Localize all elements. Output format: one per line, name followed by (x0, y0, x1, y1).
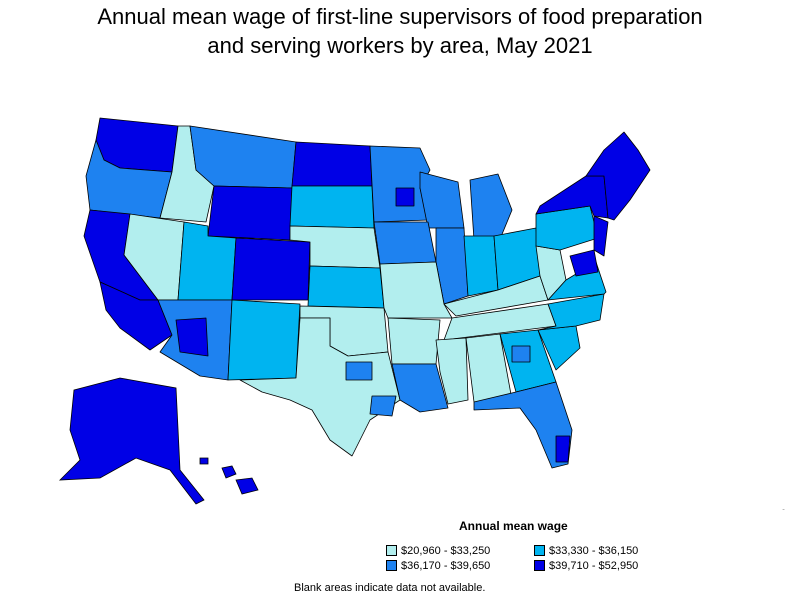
region-wisconsin (419, 171, 465, 229)
legend-label-3: $36,170 - $39,650 (401, 560, 491, 572)
region-mississippi (435, 337, 469, 405)
title-line-1: Annual mean wage of first-line superviso… (97, 4, 703, 29)
region-indiana (463, 235, 499, 297)
region-new-england (585, 131, 651, 221)
region-florida (473, 381, 573, 469)
region-hawaii (199, 457, 259, 495)
legend-swatch-4 (534, 559, 545, 571)
legend-title: Annual mean wage (459, 519, 568, 533)
legend-item-2: $33,330 - $36,150 (534, 544, 639, 558)
region-illinois (435, 227, 469, 305)
region-new-mexico (227, 299, 301, 381)
region-south-dakota (289, 185, 375, 229)
region-louisiana (391, 363, 449, 413)
region-dc-metro (569, 249, 599, 277)
legend-item-3: $36,170 - $39,650 (386, 559, 491, 573)
region-texas (239, 317, 401, 457)
region-texas-dallas (345, 361, 373, 381)
region-colorado (231, 237, 311, 301)
legend-label-4: $39,710 - $52,950 (549, 560, 639, 572)
legend-swatch-2 (534, 544, 545, 556)
legend-swatch-1 (386, 544, 397, 556)
region-montana (189, 125, 297, 189)
region-phoenix (175, 317, 209, 357)
legend-item-1: $20,960 - $33,250 (386, 544, 491, 558)
region-atlanta (511, 345, 531, 363)
us-wage-map (58, 117, 785, 510)
region-iowa (373, 221, 437, 265)
legend-label-1: $20,960 - $33,250 (401, 545, 491, 557)
region-arkansas (387, 317, 441, 365)
region-north-dakota (291, 141, 373, 187)
region-texas-houston (369, 395, 397, 417)
region-new-jersey (593, 215, 609, 257)
region-minneapolis (395, 187, 415, 207)
region-miami (555, 435, 571, 463)
region-michigan (469, 173, 513, 245)
region-wyoming (207, 185, 293, 241)
region-kansas (307, 265, 385, 309)
map-title: Annual mean wage of first-line superviso… (0, 2, 800, 60)
region-alaska (58, 377, 205, 505)
legend-item-4: $39,710 - $52,950 (534, 559, 639, 573)
legend-swatch-3 (386, 559, 397, 571)
footnote: Blank areas indicate data not available. (294, 582, 486, 594)
region-california-south (99, 281, 173, 351)
title-line-2: and serving workers by area, May 2021 (207, 33, 593, 58)
legend-label-2: $33,330 - $36,150 (549, 545, 639, 557)
